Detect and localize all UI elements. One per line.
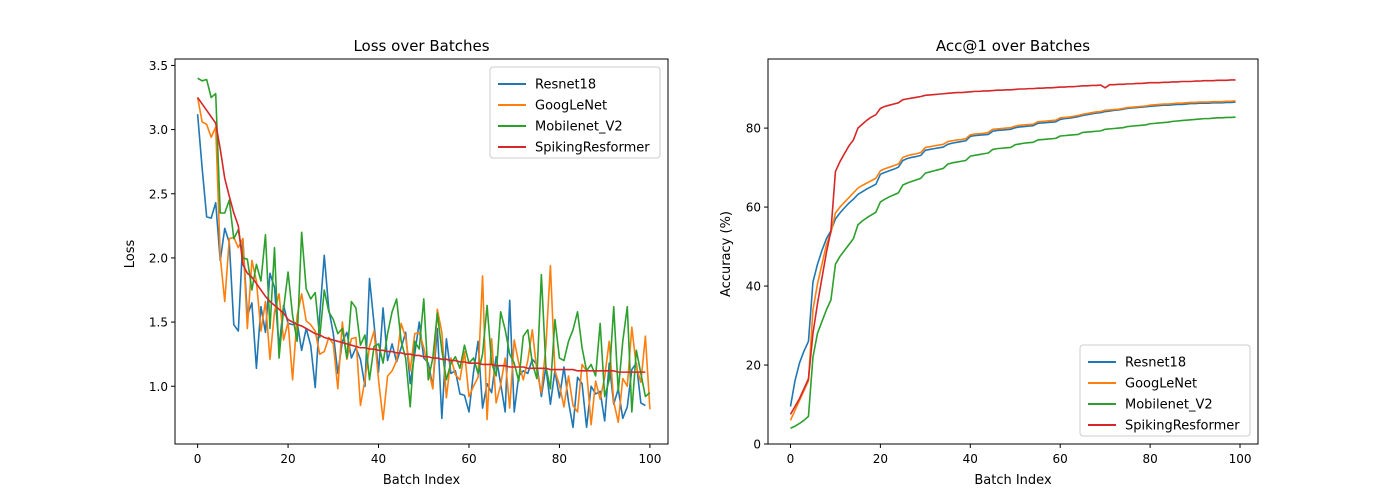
y-tick-label: 60 (746, 201, 761, 215)
x-tick-label: 0 (787, 452, 795, 466)
x-tick-label: 80 (1142, 452, 1157, 466)
series-line-resnet18 (789, 101, 1236, 407)
legend: Resnet18 GoogLeNet Mobilenet_V2 SpikingResf… (489, 66, 661, 159)
series-line-googlenet (789, 100, 1236, 421)
x-tick-label: 60 (1053, 452, 1068, 466)
x-tick-label: 100 (1229, 452, 1252, 466)
legend-label-googlenet: GoogLeNet (535, 99, 607, 114)
legend-label-spikingresformer: SpikingResformer (535, 141, 650, 156)
x-axis-label: Batch Index (383, 473, 461, 488)
legend-label-resnet18: Resnet18 (535, 78, 596, 93)
y-tick-label: 3.5 (149, 59, 168, 73)
x-tick-label: 20 (280, 452, 295, 466)
y-tick-label: 80 (746, 122, 761, 136)
y-tick-label: 40 (746, 280, 761, 294)
x-tick-label: 60 (461, 452, 476, 466)
y-tick-label: 2.5 (149, 187, 168, 201)
legend-label-spikingresformer: SpikingResformer (1125, 419, 1240, 434)
chart-title: Acc@1 over Batches (936, 37, 1090, 55)
series-line-spikingresformer (196, 97, 646, 373)
legend-box (1079, 344, 1251, 437)
legend-label-resnet18: Resnet18 (1125, 356, 1186, 371)
series-line-googlenet (196, 97, 651, 426)
x-tick-label: 0 (194, 452, 202, 466)
x-tick-label: 40 (963, 452, 978, 466)
legend-box (489, 66, 661, 159)
y-axis-label: Loss (123, 240, 138, 269)
x-tick-label: 40 (371, 452, 386, 466)
y-axis-label: Accuracy (%) (719, 211, 734, 297)
y-tick-label: 2.0 (149, 251, 168, 265)
x-tick-label: 20 (873, 452, 888, 466)
accuracy-chart: Acc@1 over Batches Accuracy (%) Batch In… (719, 37, 1259, 488)
y-tick-label: 20 (746, 359, 761, 373)
y-tick-label: 1.5 (149, 316, 168, 330)
series-line-mobilenet-v2 (197, 77, 651, 413)
series-line-spikingresformer (789, 79, 1236, 415)
y-tick-label: 3.0 (149, 123, 168, 137)
accuracy-plot-area: 0 20 40 60 80 100 0 20 40 60 80 Resnet18 GoogLeNet Mo… (746, 58, 1259, 466)
loss-chart: Loss over Batches Loss Batch Index 0 20 40… (123, 37, 669, 488)
chart-title: Loss over Batches (353, 37, 489, 55)
axes-frame (174, 58, 669, 445)
x-tick-label: 80 (552, 452, 567, 466)
x-axis-label: Batch Index (974, 473, 1052, 488)
axes-frame (767, 58, 1259, 445)
legend-label-mobilenet-v2: Mobilenet_V2 (1125, 398, 1213, 413)
legend-label-googlenet: GoogLeNet (1125, 377, 1197, 392)
legend-label-mobilenet-v2: Mobilenet_V2 (535, 120, 623, 135)
series-line-mobilenet-v2 (790, 116, 1236, 429)
x-tick-label: 100 (638, 452, 661, 466)
y-tick-label: 0 (753, 438, 761, 452)
y-tick-label: 1.0 (149, 380, 168, 394)
series-line-resnet18 (196, 114, 646, 429)
legend: Resnet18 GoogLeNet Mobilenet_V2 SpikingResf… (1079, 344, 1251, 437)
loss-plot-area: 0 20 40 60 80 100 1.0 1.5 2.0 2.5 3.0 3.5 Resnet18 Go… (149, 58, 669, 466)
